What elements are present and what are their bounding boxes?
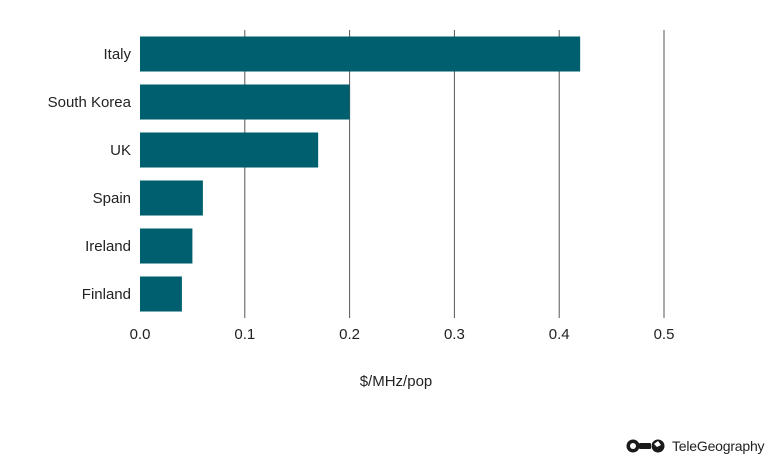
bar-ireland <box>140 228 193 264</box>
telegeography-logo-icon <box>626 439 665 453</box>
bar-italy <box>140 36 581 72</box>
x-tick-label: 0.3 <box>444 326 465 343</box>
brand-name: TeleGeography <box>672 438 765 454</box>
x-tick-labels: 0.0 0.1 0.2 0.3 0.4 0.5 <box>130 326 675 343</box>
category-label: Finland <box>82 286 131 303</box>
category-label: Ireland <box>85 238 131 255</box>
x-tick-label: 0.5 <box>654 326 675 343</box>
x-tick-label: 0.0 <box>130 326 151 343</box>
brand-logo: TeleGeography <box>626 436 765 456</box>
x-tick-label: 0.4 <box>549 326 570 343</box>
bars <box>140 36 581 312</box>
bar-spain <box>140 180 203 216</box>
x-tick-label: 0.1 <box>234 326 255 343</box>
x-tick-label: 0.2 <box>339 326 360 343</box>
category-label: South Korea <box>48 94 132 111</box>
bar-south-korea <box>140 84 350 120</box>
category-labels: Italy South Korea UK Spain Ireland Finland <box>48 46 132 303</box>
category-label: UK <box>110 142 131 159</box>
gridlines <box>244 30 665 318</box>
bar-uk <box>140 132 319 168</box>
category-label: Spain <box>93 190 131 207</box>
category-label: Italy <box>103 46 131 63</box>
bar-finland <box>140 276 182 312</box>
x-axis-label: $/MHz/pop <box>360 373 433 390</box>
